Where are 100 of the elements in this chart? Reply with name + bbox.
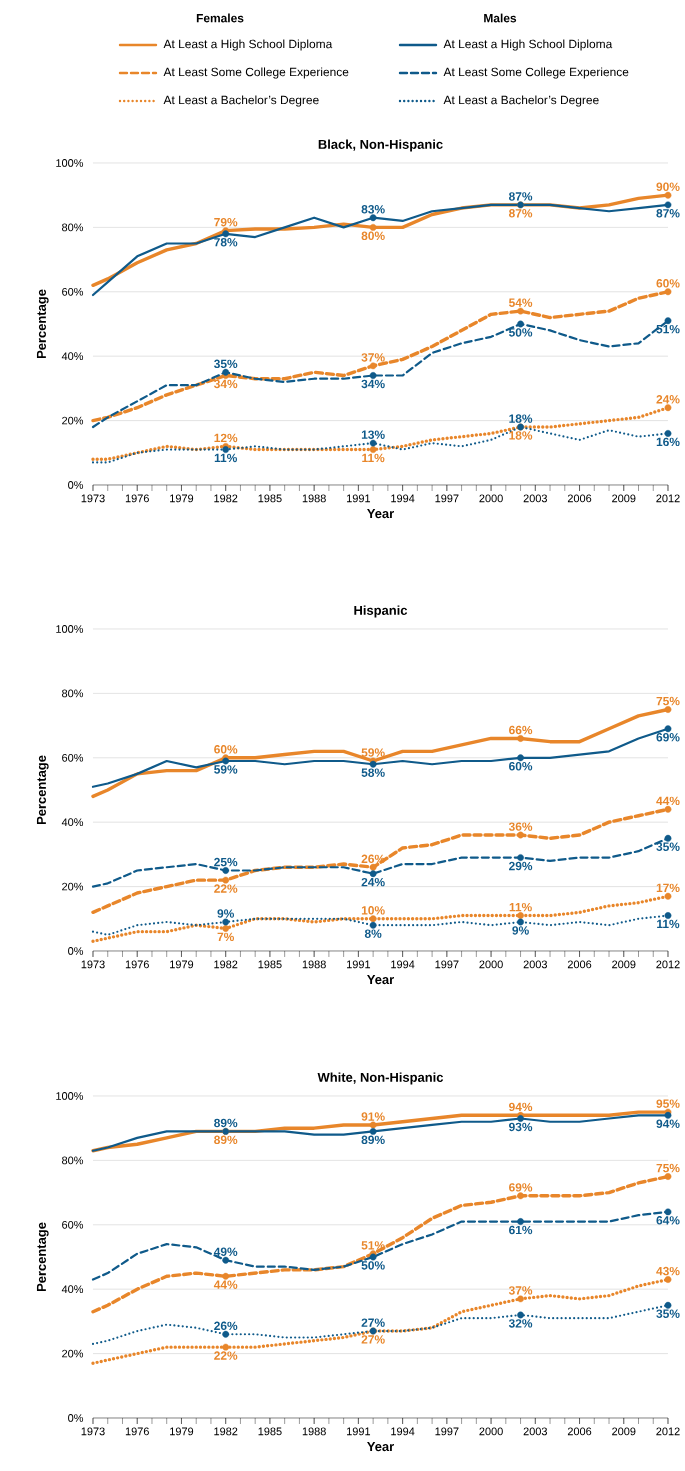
data-label: 61% [509,1225,533,1235]
y-tick-label: 80% [62,689,84,698]
data-label: 35% [656,842,680,851]
x-tick-label: 1985 [258,960,282,969]
x-tick-label: 1979 [170,1427,194,1436]
data-label: 89% [214,1118,238,1128]
x-tick-label: 1973 [81,960,105,969]
data-label: 50% [508,328,533,337]
data-label: 93% [509,1122,533,1132]
data-label: 17% [656,883,680,893]
x-tick-label: 1973 [81,494,105,503]
x-tick-label: 2009 [612,494,636,503]
data-label: 29% [509,861,533,871]
data-label: 54% [508,298,533,307]
y-tick-label: 40% [61,352,84,361]
x-tick-label: 2009 [612,1427,636,1436]
data-label: 87% [508,209,533,218]
y-axis-title: Percentage [36,289,49,359]
data-label: 9% [217,909,235,918]
data-label: 51% [656,324,680,334]
y-axis-title: Percentage [36,1222,49,1292]
text: Females [196,13,244,23]
data-label: 27% [361,1335,385,1344]
x-tick-label: 1982 [214,494,238,503]
data-label: 80% [361,231,385,241]
data-label: 49% [213,1247,238,1256]
data-label: 35% [214,359,238,369]
y-tick-label: 0% [68,481,84,489]
y-tick-label: 100% [56,625,84,633]
legend-label: At Least Some College Experience [443,67,629,79]
x-tick-label: 1988 [302,494,326,503]
y-tick-label: 60% [62,1220,84,1229]
data-label: 87% [508,192,533,201]
y-tick-label: 40% [61,818,84,827]
x-tick-label: 2006 [567,960,592,969]
legend-label: At Least a Bachelor’s Degree [443,95,599,107]
x-tick-label: 2006 [567,494,592,503]
y-tick-label: 20% [62,416,84,425]
x-tick-label: 2012 [656,494,680,503]
legend-label: At Least a High School Diploma [163,39,333,51]
x-tick-label: 2012 [656,1427,680,1436]
x-axis-title: Year [367,1442,394,1452]
x-tick-label: 1991 [347,1427,371,1436]
data-label: 25% [214,857,238,867]
data-label: 24% [656,395,680,404]
data-label: 50% [361,1261,385,1270]
x-axis-title: Year [367,509,394,519]
data-label: 36% [508,822,533,831]
data-label: 83% [361,205,385,214]
y-tick-label: 0% [68,947,84,955]
x-tick-label: 1985 [258,1427,282,1436]
data-label: 12% [214,433,238,443]
x-tick-label: 2000 [479,1427,503,1436]
data-label: 44% [656,796,680,806]
data-label: 60% [509,761,533,771]
chart-title: White, Non-Hispanic [317,1072,444,1085]
data-label: 7% [217,932,235,942]
data-label: 32% [508,1319,533,1328]
data-label: 91% [361,1112,385,1121]
x-axis-title: Year [367,975,394,985]
x-tick-label: 2000 [479,494,503,503]
x-tick-label: 1997 [435,960,459,969]
data-label: 35% [656,1309,680,1318]
y-tick-label: 80% [62,223,84,232]
data-label: 22% [214,884,238,893]
data-label: 59% [361,748,385,757]
data-label: 44% [213,1280,238,1289]
data-label: 11% [509,902,532,912]
x-tick-label: 1976 [125,960,149,969]
legend-label: At Least a Bachelor’s Degree [163,95,319,107]
x-tick-label: 1988 [302,1427,326,1436]
data-label: 87% [656,209,680,218]
x-tick-label: 2003 [523,1427,547,1436]
data-label: 43% [656,1266,680,1276]
data-label: 75% [656,696,680,706]
legend-label: At Least Some College Experience [163,67,349,79]
data-label: 24% [361,877,385,887]
x-tick-label: 1994 [391,1427,415,1436]
x-tick-label: 2000 [479,960,503,969]
x-tick-label: 1985 [258,494,282,503]
data-label: 11% [214,453,238,463]
text: Males [484,13,517,23]
x-tick-label: 2003 [523,960,547,969]
chart-title: Black, Non-Hispanic [318,139,443,152]
data-label: 37% [361,353,385,362]
data-label: 16% [656,437,680,447]
data-label: 34% [214,379,238,389]
data-label: 18% [509,414,533,423]
x-tick-label: 1976 [125,1427,149,1436]
x-tick-label: 1991 [347,960,371,969]
y-axis-title: Percentage [36,755,49,825]
data-label: 27% [361,1318,385,1327]
x-tick-label: 2012 [656,960,680,969]
x-tick-label: 1979 [170,960,194,969]
y-tick-label: 60% [62,753,84,762]
legend-label: At Least a High School Diploma [443,39,613,51]
x-tick-label: 1997 [435,1427,459,1436]
x-tick-label: 1982 [214,960,238,969]
data-label: 95% [656,1099,680,1108]
data-label: 26% [214,1321,238,1331]
